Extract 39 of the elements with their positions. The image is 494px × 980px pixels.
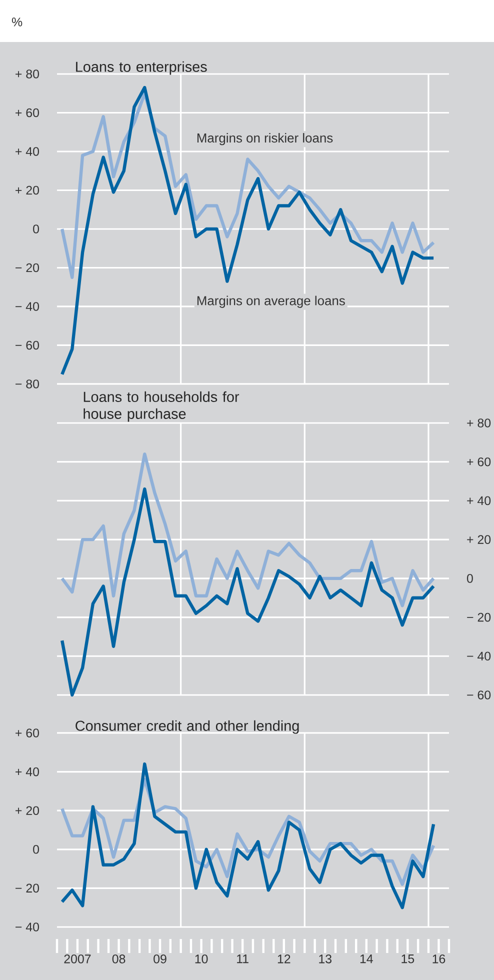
chart-title: Loans to enterprises [76, 61, 207, 75]
x-tick-label: 2007 [64, 954, 90, 964]
y-tick-label: + 60 [15, 728, 39, 738]
chart-title: Loans to households for house purchase [84, 391, 239, 422]
y-tick-label: − 60 [466, 690, 490, 700]
y-tick-label: − 60 [15, 340, 39, 350]
y-tick-label: + 40 [15, 767, 39, 776]
x-tick-label: 12 [278, 954, 290, 964]
y-tick-label: + 40 [15, 147, 39, 156]
x-tick-label: 10 [195, 954, 208, 964]
y-axis-title: % [12, 18, 22, 26]
y-tick-label: + 40 [466, 496, 490, 506]
y-tick-label: + 80 [15, 70, 39, 78]
y-tick-label: + 20 [15, 806, 39, 815]
chart-title: Consumer credit and other lending [75, 720, 299, 734]
x-tick-label: 16 [432, 954, 445, 964]
x-tick-label: 08 [112, 954, 125, 964]
x-tick-label: 09 [153, 954, 166, 964]
y-tick-label: + 20 [466, 535, 490, 544]
y-tick-label: − 20 [466, 612, 490, 622]
y-tick-label: − 20 [15, 884, 39, 893]
y-tick-label: + 60 [466, 457, 490, 466]
y-tick-label: − 40 [466, 652, 490, 661]
y-tick-label: + 60 [15, 108, 39, 118]
x-tick-label: 14 [360, 954, 373, 964]
x-tick-label: 11 [236, 954, 248, 964]
y-tick-label: − 40 [15, 922, 39, 932]
y-tick-label: 0 [32, 844, 39, 854]
text: Margins on average loans [197, 296, 345, 308]
y-tick-label: − 20 [15, 263, 39, 272]
y-tick-label: + 80 [466, 418, 490, 428]
text: Margins on riskier loans [197, 133, 332, 146]
y-tick-label: 0 [466, 574, 473, 583]
y-tick-label: − 40 [15, 302, 39, 311]
x-tick-label: 15 [402, 954, 414, 964]
x-tick-label: 13 [318, 954, 332, 964]
y-tick-label: + 20 [15, 186, 39, 195]
y-tick-label: 0 [32, 224, 39, 234]
y-tick-label: − 80 [15, 380, 39, 388]
